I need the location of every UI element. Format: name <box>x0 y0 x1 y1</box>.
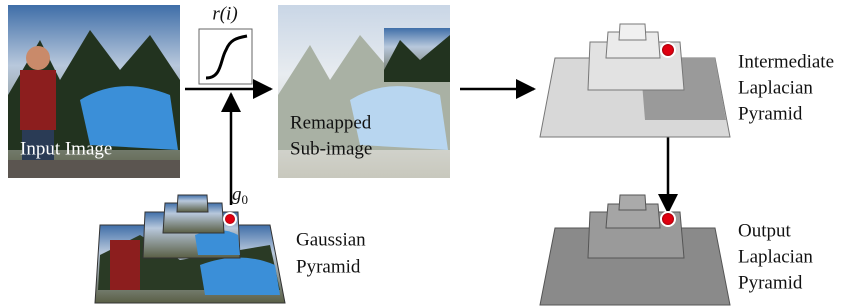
input-image: Input Image <box>8 5 180 178</box>
g0-label: g0 <box>232 184 248 207</box>
output-label: Pyramid <box>738 272 803 293</box>
intermediate-label: Laplacian <box>738 77 813 98</box>
gaussian-pyramid <box>95 195 285 303</box>
intermediate-label: Intermediate <box>738 51 834 72</box>
figure: Input Image r(i) Remapped Sub-image g0 G… <box>0 0 864 308</box>
gaussian-label: Pyramid <box>296 256 361 277</box>
function-label: r(i) <box>212 3 237 24</box>
remapped-label: Remapped <box>290 112 372 133</box>
remapped-image: Remapped Sub-image <box>278 5 450 178</box>
input-label: Input Image <box>20 138 112 159</box>
g0-base: g <box>232 184 242 205</box>
gaussian-label: Gaussian <box>296 229 366 250</box>
g0-sub: 0 <box>242 192 249 207</box>
output-pyramid <box>540 195 730 305</box>
intermediate-pyramid <box>540 24 730 137</box>
intermediate-label: Pyramid <box>738 103 803 124</box>
output-label: Laplacian <box>738 246 813 267</box>
remapped-label: Sub-image <box>290 138 372 159</box>
output-label: Output <box>738 220 792 241</box>
